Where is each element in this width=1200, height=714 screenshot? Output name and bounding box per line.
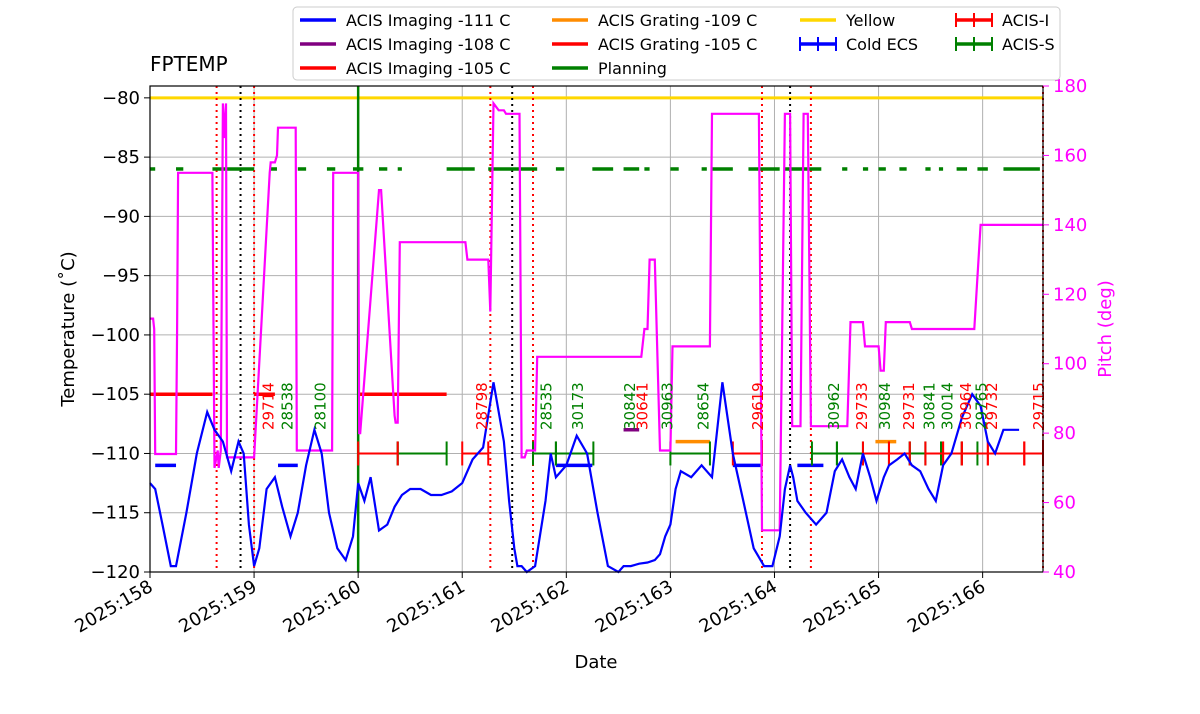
y-axis-label: Temperature (˚C): [58, 251, 79, 407]
temperature-line: [149, 382, 1020, 574]
y2-axis-label: Pitch (deg): [1095, 280, 1116, 378]
legend-item: Yellow: [800, 11, 895, 30]
legend-item: ACIS-S: [955, 35, 1055, 54]
legend-item: Cold ECS: [799, 35, 918, 54]
obsid-label: 29619: [749, 382, 767, 430]
obsid-label: 30641: [633, 382, 651, 430]
legend-item: ACIS Imaging -111 C: [300, 11, 510, 30]
y2-tick-label: 120: [1053, 284, 1087, 305]
legend-item: Planning: [552, 59, 667, 78]
obsid-label: 30962: [825, 382, 843, 430]
obsid-label: 29732: [983, 382, 1001, 430]
plot-frame: [149, 85, 1044, 573]
y-tick-label: −115: [91, 503, 140, 524]
y-tick-label: −110: [91, 443, 140, 464]
legend-label: ACIS-I: [1002, 11, 1049, 30]
obsid-label: 30014: [938, 382, 956, 430]
x-axis-label: Date: [574, 652, 617, 673]
y-tick-label: −80: [102, 88, 140, 109]
legend-label: ACIS Imaging -105 C: [346, 59, 510, 78]
legend: ACIS Imaging -111 C ACIS Imaging -108 C AC…: [292, 6, 1061, 81]
legend-label: ACIS-S: [1002, 35, 1055, 54]
legend-item: ACIS Grating -109 C: [552, 11, 757, 30]
y2-tick-label: 100: [1053, 354, 1087, 375]
legend-box: [292, 6, 1061, 81]
x-tick-label: 2025:158: [71, 576, 156, 637]
obsid-label: 30841: [921, 382, 939, 430]
legend-label: ACIS Grating -105 C: [598, 35, 757, 54]
x-tick-label: 2025:164: [696, 576, 781, 637]
x-tick-label: 2025:161: [384, 576, 469, 637]
obsid-label: 30963: [658, 382, 676, 430]
y-tick-label: −105: [91, 384, 140, 405]
y2-tick-label: 60: [1053, 493, 1076, 514]
obsid-label: 29715: [1030, 382, 1048, 430]
obsid-label: 29733: [853, 382, 871, 430]
pitch-line: [150, 100, 1043, 532]
obsid-label: 28535: [538, 382, 556, 430]
y2-tick-label: 80: [1053, 423, 1076, 444]
y2-tick-label: 140: [1053, 215, 1087, 236]
plot-area: [150, 86, 1043, 572]
x-tick-label: 2025:159: [175, 576, 260, 637]
y-tick-label: −85: [102, 147, 140, 168]
x-tick-label: 2025:165: [800, 576, 885, 637]
x-tick-label: 2025:163: [592, 576, 677, 637]
obsid-label: 30984: [876, 382, 894, 430]
obsid-label: 28654: [695, 382, 713, 430]
legend-item: ACIS-I: [955, 11, 1049, 30]
x-tick-label: 2025:166: [904, 576, 989, 637]
y-tick-label: −100: [91, 325, 140, 346]
obsid-label: 29765: [973, 382, 991, 430]
y-tick-label: −120: [91, 562, 140, 583]
obsid-label: 30842: [621, 382, 639, 430]
obsid-label: 30964: [957, 382, 975, 430]
obsid-label: 28538: [278, 382, 296, 430]
obsid-label: 28100: [312, 382, 330, 430]
obsid-label: 29731: [900, 382, 918, 430]
x-tick-label: 2025:160: [279, 576, 364, 637]
y-tick-label: −95: [102, 266, 140, 287]
chart-title: FPTEMP: [150, 52, 228, 76]
legend-label: Yellow: [845, 11, 895, 30]
legend-label: ACIS Imaging -108 C: [346, 35, 510, 54]
legend-item: ACIS Grating -105 C: [552, 35, 757, 54]
y2-tick-label: 40: [1053, 562, 1076, 583]
obsid-label: 30173: [569, 382, 587, 430]
obsid-label: 28798: [473, 382, 491, 430]
legend-label: ACIS Grating -109 C: [598, 11, 757, 30]
acis-i-bar: [357, 441, 399, 466]
y2-tick-label: 180: [1053, 76, 1087, 97]
x-tick-label: 2025:162: [488, 576, 573, 637]
legend-label: Cold ECS: [846, 35, 918, 54]
legend-label: ACIS Imaging -111 C: [346, 11, 510, 30]
y2-tick-label: 160: [1053, 145, 1087, 166]
chart-marks: 29714 28538 28100 28798 28535 30173 3084230641…: [149, 86, 1048, 574]
y-tick-label: −90: [102, 206, 140, 227]
acis-i-bar: [461, 441, 490, 466]
legend-item: ACIS Imaging -105 C: [300, 59, 510, 78]
obsid-label: 29714: [260, 382, 278, 430]
legend-label: Planning: [598, 59, 667, 78]
legend-item: ACIS Imaging -108 C: [300, 35, 510, 54]
